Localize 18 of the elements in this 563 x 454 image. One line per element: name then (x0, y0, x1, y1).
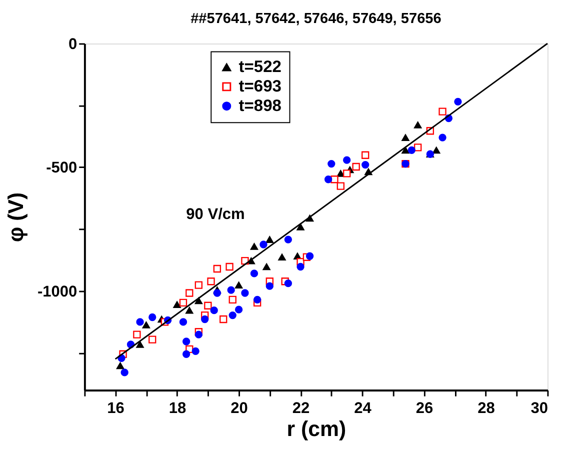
x-tick-label: 24 (354, 400, 372, 417)
x-tick-label: 20 (230, 400, 248, 417)
legend-label: t=693 (238, 78, 282, 96)
x-tick-label: 18 (168, 400, 187, 417)
legend-label: t=898 (238, 96, 282, 115)
x-tick-label: 22 (292, 400, 310, 417)
chart-title: ##57641, 57642, 57646, 57649, 57656 (190, 11, 442, 28)
y-tick-label: -1000 (37, 283, 78, 300)
y-tick-label: 0 (68, 36, 78, 53)
x-tick-label: 16 (107, 400, 125, 417)
x-tick-label: 30 (530, 400, 548, 417)
x-axis-title: r (cm) (286, 417, 346, 442)
legend-label: t=522 (238, 58, 282, 76)
y-tick-label: -500 (46, 160, 78, 177)
y-axis-title: φ (V) (4, 192, 28, 242)
x-tick-label: 26 (416, 400, 434, 417)
annotation: 90 V/cm (186, 206, 245, 224)
x-tick-label: 28 (478, 400, 496, 417)
